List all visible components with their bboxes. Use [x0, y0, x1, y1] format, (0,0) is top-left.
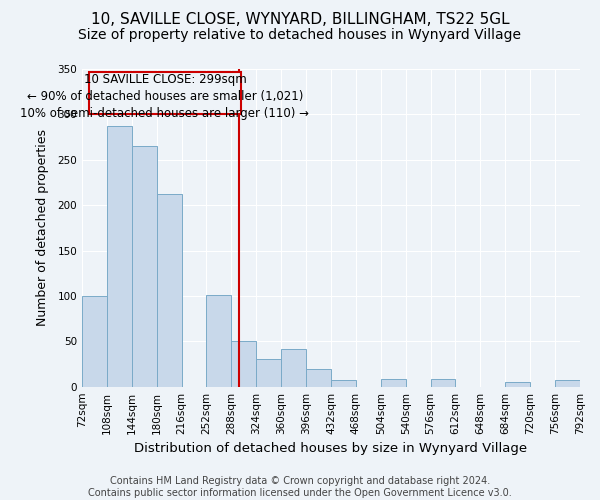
Text: Size of property relative to detached houses in Wynyard Village: Size of property relative to detached ho…	[79, 28, 521, 42]
Bar	[82, 296, 107, 386]
Text: 10 SAVILLE CLOSE: 299sqm
← 90% of detached houses are smaller (1,021)
10% of sem: 10 SAVILLE CLOSE: 299sqm ← 90% of detach…	[20, 72, 310, 120]
Text: 10, SAVILLE CLOSE, WYNYARD, BILLINGHAM, TS22 5GL: 10, SAVILLE CLOSE, WYNYARD, BILLINGHAM, …	[91, 12, 509, 28]
Bar	[206, 295, 232, 386]
Bar	[555, 380, 580, 386]
Bar	[132, 146, 157, 386]
Y-axis label: Number of detached properties: Number of detached properties	[36, 130, 49, 326]
Bar	[232, 342, 256, 386]
Bar	[505, 382, 530, 386]
Bar	[256, 358, 281, 386]
FancyBboxPatch shape	[89, 72, 241, 114]
Bar	[306, 368, 331, 386]
Text: Contains HM Land Registry data © Crown copyright and database right 2024.
Contai: Contains HM Land Registry data © Crown c…	[88, 476, 512, 498]
Bar	[431, 380, 455, 386]
Bar	[281, 350, 306, 387]
Bar	[331, 380, 356, 386]
X-axis label: Distribution of detached houses by size in Wynyard Village: Distribution of detached houses by size …	[134, 442, 527, 455]
Bar	[107, 126, 132, 386]
Bar	[157, 194, 182, 386]
Bar	[381, 380, 406, 386]
